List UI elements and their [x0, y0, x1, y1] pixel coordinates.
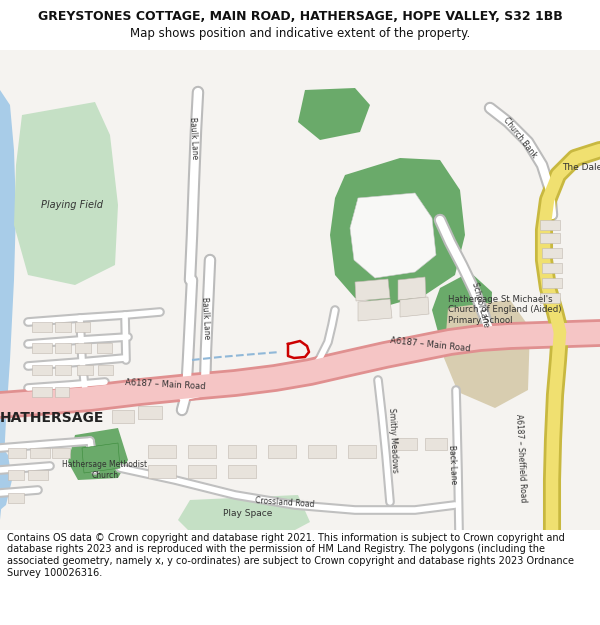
Polygon shape [308, 445, 336, 458]
Polygon shape [355, 279, 390, 301]
Text: School Lane: School Lane [470, 281, 490, 329]
Polygon shape [8, 448, 26, 458]
Polygon shape [32, 365, 52, 375]
Polygon shape [542, 263, 562, 273]
Polygon shape [0, 50, 16, 520]
Polygon shape [98, 365, 113, 375]
Text: A6187 – Main Road: A6187 – Main Road [125, 378, 205, 392]
Polygon shape [32, 343, 52, 353]
Polygon shape [55, 387, 69, 397]
Polygon shape [298, 88, 370, 140]
Polygon shape [228, 445, 256, 458]
Polygon shape [395, 438, 417, 450]
Text: Hathersage St Michael's
Church of England (Aided)
Primary School: Hathersage St Michael's Church of Englan… [448, 295, 562, 325]
Polygon shape [0, 445, 12, 510]
Polygon shape [398, 277, 426, 300]
Text: Hathersage Methodist
Church: Hathersage Methodist Church [62, 460, 148, 480]
Polygon shape [148, 445, 176, 458]
Polygon shape [542, 278, 562, 288]
Polygon shape [52, 448, 70, 458]
Polygon shape [8, 493, 24, 503]
Polygon shape [97, 343, 112, 353]
Polygon shape [28, 470, 48, 480]
Polygon shape [178, 495, 310, 530]
Text: Smithy Meadows: Smithy Meadows [387, 408, 399, 472]
Polygon shape [75, 343, 91, 353]
Polygon shape [55, 343, 71, 353]
Polygon shape [432, 272, 492, 350]
Text: Baulk Lane: Baulk Lane [188, 117, 200, 159]
Text: Playing Field: Playing Field [41, 200, 103, 210]
Text: A6187 – Main Road: A6187 – Main Road [389, 336, 470, 354]
Polygon shape [188, 465, 216, 478]
Text: A6187 – Sheffield Road: A6187 – Sheffield Road [514, 414, 528, 502]
Polygon shape [68, 428, 128, 480]
Polygon shape [148, 465, 176, 478]
Text: The Dale: The Dale [562, 164, 600, 172]
Polygon shape [138, 406, 162, 419]
Polygon shape [400, 297, 429, 317]
Text: Play Space: Play Space [223, 509, 272, 518]
Text: Map shows position and indicative extent of the property.: Map shows position and indicative extent… [130, 27, 470, 40]
Polygon shape [112, 410, 134, 423]
Polygon shape [358, 299, 392, 321]
Polygon shape [55, 322, 71, 332]
Polygon shape [8, 470, 24, 480]
Text: Crossland Road: Crossland Road [255, 496, 315, 509]
Polygon shape [540, 233, 560, 243]
Polygon shape [30, 448, 50, 458]
Text: Back Lane: Back Lane [448, 445, 458, 485]
Text: HATHERSAGE: HATHERSAGE [0, 411, 104, 425]
Polygon shape [540, 293, 560, 303]
Polygon shape [77, 365, 93, 375]
Polygon shape [540, 220, 560, 230]
Polygon shape [350, 193, 436, 278]
Polygon shape [228, 465, 256, 478]
Text: Contains OS data © Crown copyright and database right 2021. This information is : Contains OS data © Crown copyright and d… [7, 533, 574, 578]
Polygon shape [348, 445, 376, 458]
Polygon shape [75, 322, 90, 332]
Polygon shape [444, 300, 530, 408]
Polygon shape [55, 365, 71, 375]
Polygon shape [32, 387, 52, 397]
Polygon shape [542, 248, 562, 258]
Polygon shape [14, 102, 118, 285]
Polygon shape [188, 445, 216, 458]
Polygon shape [425, 438, 447, 450]
Polygon shape [268, 445, 296, 458]
Text: Baulk Lane: Baulk Lane [200, 297, 212, 339]
Text: Church Bank: Church Bank [502, 116, 539, 160]
Polygon shape [330, 158, 465, 305]
Text: GREYSTONES COTTAGE, MAIN ROAD, HATHERSAGE, HOPE VALLEY, S32 1BB: GREYSTONES COTTAGE, MAIN ROAD, HATHERSAG… [38, 10, 562, 23]
Polygon shape [32, 322, 52, 332]
Polygon shape [82, 443, 120, 473]
